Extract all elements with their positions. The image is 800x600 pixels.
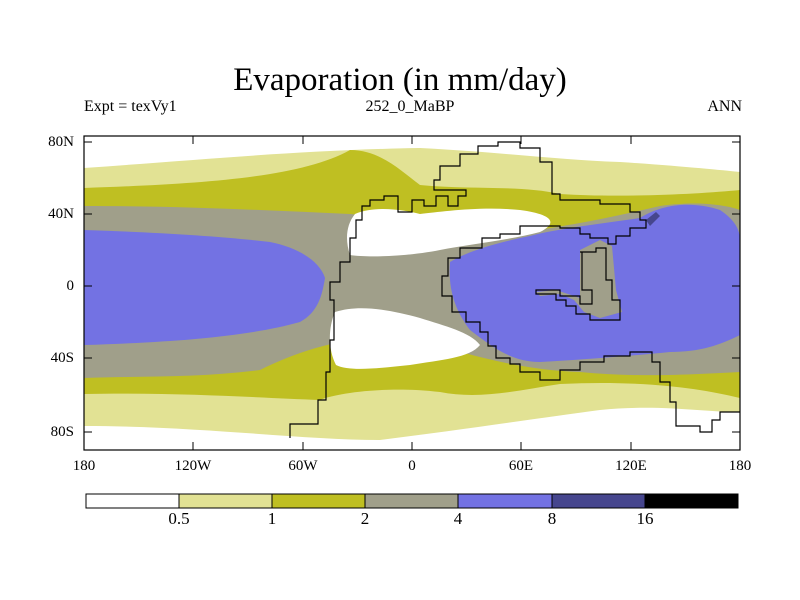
colorbar-box-gt16: [644, 493, 739, 509]
colorbar-label-0.5: 0.5: [168, 509, 190, 528]
colorbar-box-05-1: [178, 493, 273, 509]
lat-label-80n: 80N: [48, 134, 74, 150]
axis-ticks: [83, 136, 741, 450]
lat-label-0: 0: [66, 278, 75, 294]
lon-label-60w: 60W: [288, 458, 318, 474]
colorbar-label-1: 1: [267, 509, 277, 528]
colorbar-label-2: 2: [360, 509, 370, 528]
colorbar: [85, 493, 739, 509]
colorbar-label-4: 4: [453, 509, 463, 528]
dry-zone-arctic: [84, 136, 740, 168]
band-4-8-west: [84, 230, 325, 345]
period-label: 252_0_MaBP: [365, 98, 455, 115]
lon-label-60e: 60E: [508, 458, 534, 474]
colorbar-box-2-4: [364, 493, 459, 509]
map-title: Evaporation (in mm/day): [233, 62, 567, 98]
colorbar-box-1-2: [271, 493, 366, 509]
experiment-label: Expt = texVy1: [84, 98, 177, 115]
lon-label-180e: 180: [728, 458, 752, 474]
map-field: [84, 136, 740, 450]
colorbar-label-8: 8: [547, 509, 557, 528]
lat-label-40s: 40S: [50, 350, 74, 366]
band-2-4-interior: [536, 240, 622, 318]
colorbar-box-4-8: [457, 493, 553, 509]
season-label: ANN: [707, 98, 742, 115]
lon-label-120e: 120E: [615, 458, 647, 474]
lon-label-180w: 180: [72, 458, 96, 474]
lon-label-0: 0: [408, 458, 416, 474]
lon-label-120w: 120W: [174, 458, 212, 474]
inland-sea-outline: [535, 247, 621, 321]
dry-zone-south: [329, 308, 480, 369]
band-8-16-patch: [646, 212, 660, 226]
dry-zone-antarctic: [84, 419, 740, 450]
lat-label-40n: 40N: [48, 206, 74, 222]
continent-outline: [289, 141, 740, 438]
pangea-outline: [289, 141, 740, 438]
colorbar-box-lt05: [85, 493, 180, 509]
dry-zone-north: [347, 208, 551, 257]
colorbar-box-8-16: [551, 493, 646, 509]
lat-label-80s: 80S: [50, 424, 74, 440]
colorbar-label-16: 16: [636, 509, 654, 528]
